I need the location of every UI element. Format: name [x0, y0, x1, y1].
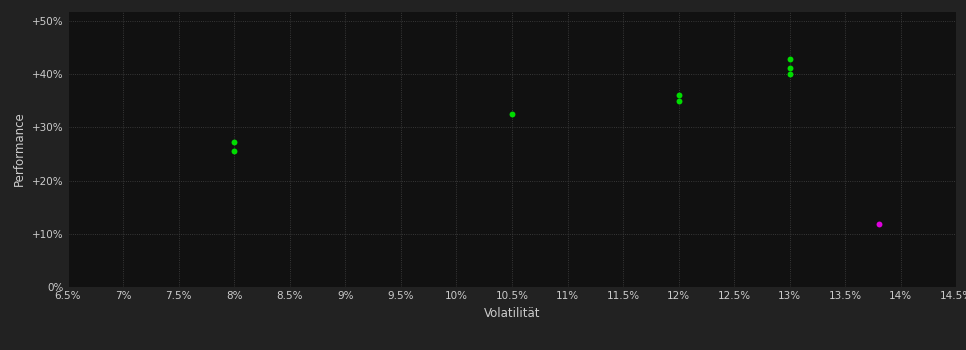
- Point: [504, 111, 520, 117]
- Point: [226, 149, 242, 154]
- Point: [782, 57, 798, 62]
- Point: [226, 140, 242, 145]
- Point: [782, 65, 798, 71]
- Point: [782, 71, 798, 77]
- X-axis label: Volatilität: Volatilität: [484, 307, 540, 320]
- Point: [670, 98, 686, 104]
- Point: [871, 222, 887, 227]
- Point: [670, 92, 686, 97]
- Y-axis label: Performance: Performance: [14, 111, 26, 186]
